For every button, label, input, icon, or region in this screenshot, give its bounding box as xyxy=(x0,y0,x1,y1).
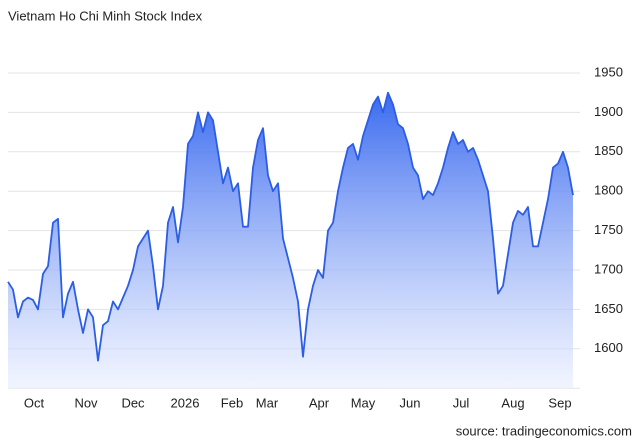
x-tick-label: Mar xyxy=(256,395,279,410)
x-tick-label: Aug xyxy=(501,395,524,410)
x-tick-label: Sep xyxy=(548,395,571,410)
x-tick-label: Oct xyxy=(24,395,45,410)
line xyxy=(7,91,574,362)
y-tick-label: 1800 xyxy=(594,183,623,198)
x-tick-label: 2026 xyxy=(171,395,200,410)
y-tick-label: 1850 xyxy=(594,143,623,158)
y-tick-label: 1900 xyxy=(594,104,623,119)
x-tick-label: Jul xyxy=(453,395,470,410)
y-tick-label: 1650 xyxy=(594,301,623,316)
source: source: tradingeconomics.com xyxy=(456,423,632,438)
x-tick-label: May xyxy=(351,395,376,410)
area xyxy=(8,92,573,389)
x-tick-label: Jun xyxy=(400,395,421,410)
chart-title: Vietnam Ho Chi Minh Stock Index xyxy=(8,8,203,23)
x-tick-label: Nov xyxy=(74,395,98,410)
y-tick-label: 1750 xyxy=(594,222,623,237)
x-tick-label: Feb xyxy=(221,395,243,410)
x-tick-label: Apr xyxy=(309,395,330,410)
x-tick-label: Dec xyxy=(121,395,145,410)
y-tick-label: 1600 xyxy=(594,340,623,355)
y-tick-label: 1950 xyxy=(594,64,623,79)
y-tick-label: 1700 xyxy=(594,261,623,276)
